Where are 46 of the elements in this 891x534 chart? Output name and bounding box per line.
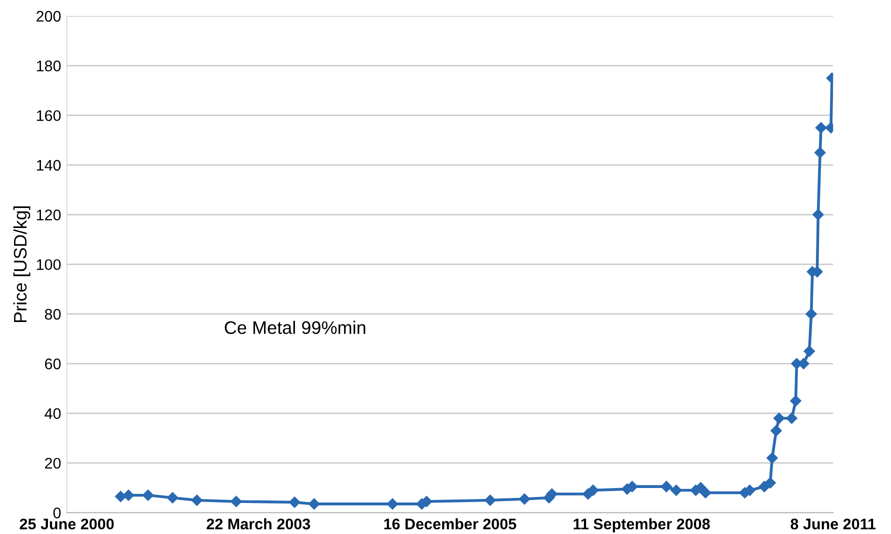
point	[806, 308, 817, 320]
point	[804, 346, 815, 357]
point	[812, 209, 824, 220]
x-tick-label: 16 December 2005	[384, 518, 516, 530]
y-tick-label: 40	[44, 408, 61, 419]
point	[626, 480, 638, 492]
annotation: Ce Metal 99%min	[224, 320, 366, 334]
y-tick-label: 180	[36, 60, 61, 72]
point	[587, 484, 599, 496]
y-tick-label: 100	[36, 259, 61, 270]
point	[773, 412, 785, 424]
point	[191, 494, 203, 506]
y-tick-label: 140	[36, 160, 61, 171]
point	[166, 492, 178, 504]
point	[786, 412, 798, 424]
x-tick-label: 8 June 2011	[790, 518, 876, 530]
point	[764, 477, 776, 488]
y-tick-label: 80	[44, 308, 61, 320]
point	[660, 480, 672, 492]
point	[766, 452, 778, 464]
point	[230, 496, 242, 508]
x-tick-label: 22 March 2003	[206, 518, 310, 530]
point	[484, 494, 496, 506]
point	[386, 498, 398, 510]
point	[518, 493, 530, 505]
y-tick-label: 160	[36, 110, 61, 122]
y-tick-label: 120	[36, 210, 61, 220]
point	[770, 425, 782, 436]
point	[815, 122, 827, 134]
y-tick-label: 0	[53, 508, 61, 518]
x-tick-label: 25 June 2000	[20, 518, 114, 530]
point	[670, 484, 682, 496]
point	[115, 490, 126, 502]
x-tick-label: 11 September 2008	[574, 518, 710, 532]
point	[122, 490, 134, 501]
point	[288, 496, 300, 508]
point	[700, 487, 712, 498]
point	[814, 146, 826, 158]
point	[308, 498, 320, 510]
y-axis-title: Price [USD/kg]	[13, 206, 30, 322]
point	[758, 480, 770, 492]
point	[142, 490, 154, 501]
y-tick-label: 60	[45, 358, 61, 370]
y-tick-label: 20	[45, 458, 61, 469]
y-tick-label: 200	[36, 10, 61, 22]
point	[790, 395, 802, 407]
